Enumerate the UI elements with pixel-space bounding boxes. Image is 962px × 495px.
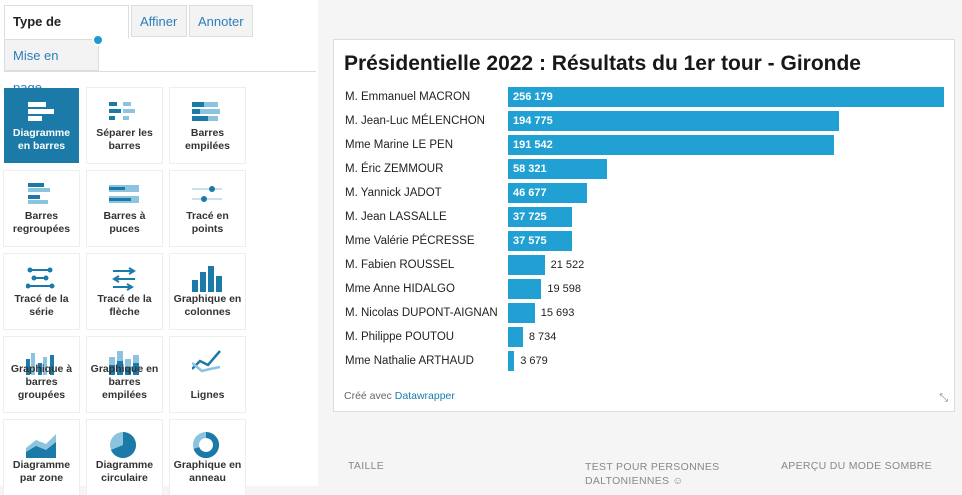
dark-mode-section-label: APERÇU DU MODE SOMBRE xyxy=(781,460,932,472)
chart-type-pie-chart[interactable]: Diagramme circulaire xyxy=(87,420,162,495)
chart-type-label: Graphique en barres empilées xyxy=(90,363,159,401)
chart-type-grouped-column[interactable]: Graphique à barres groupées xyxy=(4,337,79,412)
split-bars-icon xyxy=(109,102,135,120)
chart-type-label: Tracé de la flèche xyxy=(97,293,152,318)
bar-chart-icon xyxy=(28,102,54,121)
bar xyxy=(508,255,545,275)
bar xyxy=(508,279,542,299)
bullet-bars-icon xyxy=(109,185,139,203)
chart-type-label: Barres empilées xyxy=(185,127,230,152)
stacked-bars-icon xyxy=(192,102,220,121)
tab-divider xyxy=(4,71,316,72)
chart-type-label: Séparer les barres xyxy=(96,127,153,152)
bar-value-label: 256 179 xyxy=(513,91,553,103)
chart-type-label: Graphique en colonnes xyxy=(173,293,242,318)
bar xyxy=(508,87,944,107)
bar-value-label: 21 522 xyxy=(550,259,585,271)
grouped-column-icon xyxy=(26,353,54,375)
chart-type-bullet-bars[interactable]: Barres à puces xyxy=(87,171,162,246)
chart-type-label: Graphique en anneau xyxy=(173,459,242,484)
range-plot-icon xyxy=(26,267,55,289)
bar xyxy=(508,351,515,371)
bar-label: M. Éric ZEMMOUR xyxy=(345,163,444,175)
notification-dot xyxy=(92,34,104,46)
chart-type-panel: Type de graphique Affiner Annoter Mise e… xyxy=(0,0,318,495)
chart-type-column-chart[interactable]: Graphique en colonnes xyxy=(170,254,245,329)
bar xyxy=(508,111,840,131)
chart-type-split-bars[interactable]: Séparer les barres xyxy=(87,88,162,163)
chart-type-donut-chart[interactable]: Graphique en anneau xyxy=(170,420,245,495)
bar-value-label: 37 575 xyxy=(513,235,547,247)
colorblind-section-label: TEST POUR PERSONNES DALTONIENNES ☺ xyxy=(585,461,720,487)
bar-label: Mme Valérie PÉCRESSE xyxy=(345,235,475,247)
bar-label: M. Nicolas DUPONT-AIGNAN xyxy=(345,307,498,319)
chart-type-label: Diagramme circulaire xyxy=(95,459,154,484)
chart-type-label: Diagramme par zone xyxy=(12,459,71,484)
pie-chart-icon xyxy=(110,432,136,458)
bar-label: M. Yannick JADOT xyxy=(345,187,442,199)
bar-label: Mme Marine LE PEN xyxy=(345,139,454,151)
tab-refine[interactable]: Affiner xyxy=(131,5,187,37)
bar xyxy=(508,303,535,323)
datawrapper-link[interactable]: Datawrapper xyxy=(394,390,455,402)
chart-type-label: Graphique à barres groupées xyxy=(10,363,73,401)
bar xyxy=(508,183,588,203)
line-chart-icon xyxy=(192,350,221,373)
chart-type-label: Barres regroupées xyxy=(12,210,71,235)
chart-type-label: Diagramme en barres xyxy=(12,127,71,152)
bar-label: Mme Nathalie ARTHAUD xyxy=(345,355,474,367)
bar-value-label: 46 677 xyxy=(513,187,547,199)
resize-handle-icon[interactable]: ⤡ xyxy=(939,392,948,404)
grouped-bars-icon xyxy=(28,183,50,204)
chart-type-bar-chart[interactable]: Diagramme en barres xyxy=(4,88,79,163)
bar xyxy=(508,159,608,179)
bar-label: M. Jean LASSALLE xyxy=(345,211,447,223)
chart-type-range-plot[interactable]: Tracé de la série xyxy=(4,254,79,329)
chart-type-stacked-bars[interactable]: Barres empilées xyxy=(170,88,245,163)
bar-value-label: 37 725 xyxy=(513,211,547,223)
bar-value-label: 15 693 xyxy=(540,307,575,319)
bar xyxy=(508,231,572,251)
bar-value-label: 194 775 xyxy=(513,115,553,127)
bar-label: Mme Anne HIDALGO xyxy=(345,283,455,295)
bar-label: M. Emmanuel MACRON xyxy=(345,91,471,103)
bar-value-label: 19 598 xyxy=(547,283,581,295)
bar-value-label: 3 679 xyxy=(520,355,548,367)
tab-annotate[interactable]: Annoter xyxy=(189,5,253,37)
accessibility-icon: ☺ xyxy=(672,475,684,487)
bar xyxy=(508,135,834,155)
bar-label: M. Philippe POUTOU xyxy=(345,331,455,343)
column-chart-icon xyxy=(192,266,222,292)
chart-type-line-chart[interactable]: Lignes xyxy=(170,337,245,412)
stacked-column-icon xyxy=(109,351,139,375)
bar-value-label: 58 321 xyxy=(513,163,547,175)
bar-label: M. Jean-Luc MÉLENCHON xyxy=(345,115,485,127)
chart-type-label: Tracé de la série xyxy=(14,293,69,318)
area-chart-icon xyxy=(26,434,56,458)
arrow-plot-icon xyxy=(112,267,136,291)
bar-label: M. Fabien ROUSSEL xyxy=(345,259,455,271)
chart-preview: Présidentielle 2022 : Résultats du 1er t… xyxy=(333,39,955,412)
size-section-label: TAILLE xyxy=(348,460,385,472)
bar xyxy=(508,207,573,227)
bar xyxy=(508,327,523,347)
tab-chart-type[interactable]: Type de graphique xyxy=(4,5,129,61)
chart-type-label: Tracé en points xyxy=(186,210,229,235)
chart-type-area-chart[interactable]: Diagramme par zone xyxy=(4,420,79,495)
chart-title: Présidentielle 2022 : Résultats du 1er t… xyxy=(344,52,861,75)
chart-type-stacked-column[interactable]: Graphique en barres empilées xyxy=(87,337,162,412)
chart-type-label: Lignes xyxy=(190,389,225,401)
chart-type-dot-plot[interactable]: Tracé en points xyxy=(170,171,245,246)
chart-type-label: Barres à puces xyxy=(103,210,146,235)
bar-value-label: 191 542 xyxy=(513,139,553,151)
tab-layout[interactable]: Mise en page xyxy=(4,39,99,95)
chart-type-grouped-bars[interactable]: Barres regroupées xyxy=(4,171,79,246)
chart-type-arrow-plot[interactable]: Tracé de la flèche xyxy=(87,254,162,329)
bar-value-label: 8 734 xyxy=(528,331,557,343)
donut-chart-icon xyxy=(193,432,220,458)
credit: Créé avec Datawrapper xyxy=(344,390,455,402)
dot-plot-icon xyxy=(192,186,222,202)
